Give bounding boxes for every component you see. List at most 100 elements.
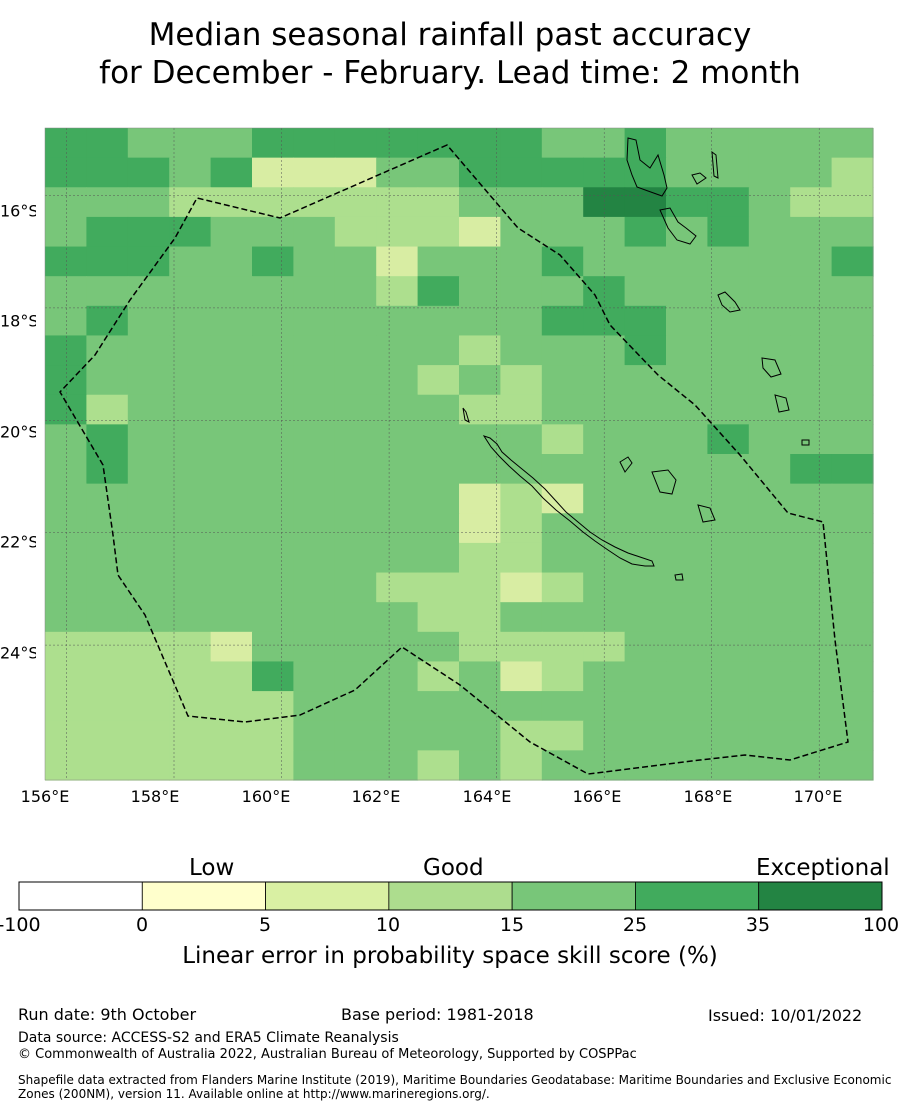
skill-cell (831, 246, 874, 277)
skill-cell (334, 276, 377, 307)
lon-label-162: 162°E (351, 787, 401, 806)
skill-cell (210, 157, 253, 188)
skill-cell (376, 216, 419, 248)
skill-cell (210, 602, 253, 633)
skill-cell (707, 661, 750, 692)
skill-cell (831, 542, 874, 574)
skill-cell (417, 602, 460, 633)
skill-cell (790, 365, 833, 396)
skill-cell (210, 335, 253, 366)
skill-cell (210, 276, 253, 307)
skill-cell (169, 602, 212, 633)
skill-cell (334, 365, 377, 396)
skill-cell (376, 454, 419, 485)
skill-cell (666, 750, 708, 781)
skill-cell (500, 157, 543, 188)
run-date: Run date: 9th October (18, 1005, 197, 1024)
skill-cell (293, 365, 336, 396)
skill-cell (376, 424, 419, 455)
shapefile-credit: Shapefile data extracted from Flanders M… (18, 1073, 892, 1101)
skill-cell (45, 365, 87, 396)
skill-grid (45, 128, 874, 781)
skill-cell (86, 276, 129, 307)
skill-cell (748, 187, 791, 218)
skill-cell (45, 691, 87, 722)
skill-cell (417, 394, 460, 425)
skill-cell (169, 424, 212, 455)
colorbar-frame (18, 881, 883, 911)
skill-cell (334, 157, 377, 188)
skill-cell (666, 157, 708, 188)
skill-cell (666, 335, 708, 366)
skill-cell (127, 246, 170, 277)
skill-cell (45, 483, 87, 514)
skill-cell (541, 157, 584, 188)
skill-cell (541, 572, 584, 603)
skill-cell (624, 483, 667, 514)
skill-cell (169, 454, 212, 485)
issued-date: Issued: 10/01/2022 (708, 1006, 863, 1025)
skill-cell (748, 335, 791, 366)
skill-cell (624, 542, 667, 574)
chart-title-line1: Median seasonal rainfall past accuracy (148, 17, 752, 53)
skill-cell (252, 305, 294, 337)
skill-cell (541, 661, 584, 692)
skill-cell (86, 513, 129, 544)
skill-cell (417, 128, 460, 159)
skill-cell (459, 335, 501, 366)
skill-cell (624, 750, 667, 781)
skill-cell (831, 720, 874, 751)
skill-cell (293, 246, 336, 277)
skill-cell (748, 246, 791, 277)
skill-cell (624, 335, 667, 366)
skill-cell (252, 335, 294, 366)
skill-cell (541, 513, 584, 544)
skill-cell (86, 157, 129, 188)
skill-cell (748, 661, 791, 692)
skill-cell (127, 720, 170, 751)
skill-cell (169, 572, 212, 603)
skill-cell (748, 276, 791, 307)
colorbar-swatch (18, 881, 143, 911)
skill-cell (127, 157, 170, 188)
skill-cell (831, 128, 874, 159)
skill-cell (376, 157, 419, 188)
skill-cell (831, 631, 874, 663)
skill-cell (624, 394, 667, 425)
skill-cell (210, 454, 253, 485)
skill-cell (666, 513, 708, 544)
skill-cell (624, 720, 667, 751)
skill-cell (459, 691, 501, 722)
skill-cell (252, 246, 294, 277)
skill-cell (831, 335, 874, 366)
skill-cell (707, 394, 750, 425)
skill-cell (790, 305, 833, 337)
skill-cell (169, 720, 212, 751)
skill-cell (790, 454, 833, 485)
skill-cell (86, 216, 129, 248)
skill-cell (45, 720, 87, 751)
skill-cell (127, 305, 170, 337)
skill-cell (86, 572, 129, 603)
skill-cell (86, 602, 129, 633)
skill-cell (376, 602, 419, 633)
skill-cell (293, 394, 336, 425)
skill-cell (666, 216, 708, 248)
skill-cell (293, 602, 336, 633)
skill-cell (459, 187, 501, 218)
skill-cell (86, 128, 129, 159)
skill-cell (45, 602, 87, 633)
skill-cell (210, 720, 253, 751)
skill-cell (293, 691, 336, 722)
skill-cell (210, 750, 253, 781)
skill-cell (500, 394, 543, 425)
skill-cell (459, 424, 501, 455)
skill-cell (500, 572, 543, 603)
skill-cell (459, 276, 501, 307)
skill-cell (707, 542, 750, 574)
skill-cell (790, 216, 833, 248)
skill-cell (127, 365, 170, 396)
skill-cell (790, 276, 833, 307)
lat-label-20: 20°S (0, 422, 36, 442)
